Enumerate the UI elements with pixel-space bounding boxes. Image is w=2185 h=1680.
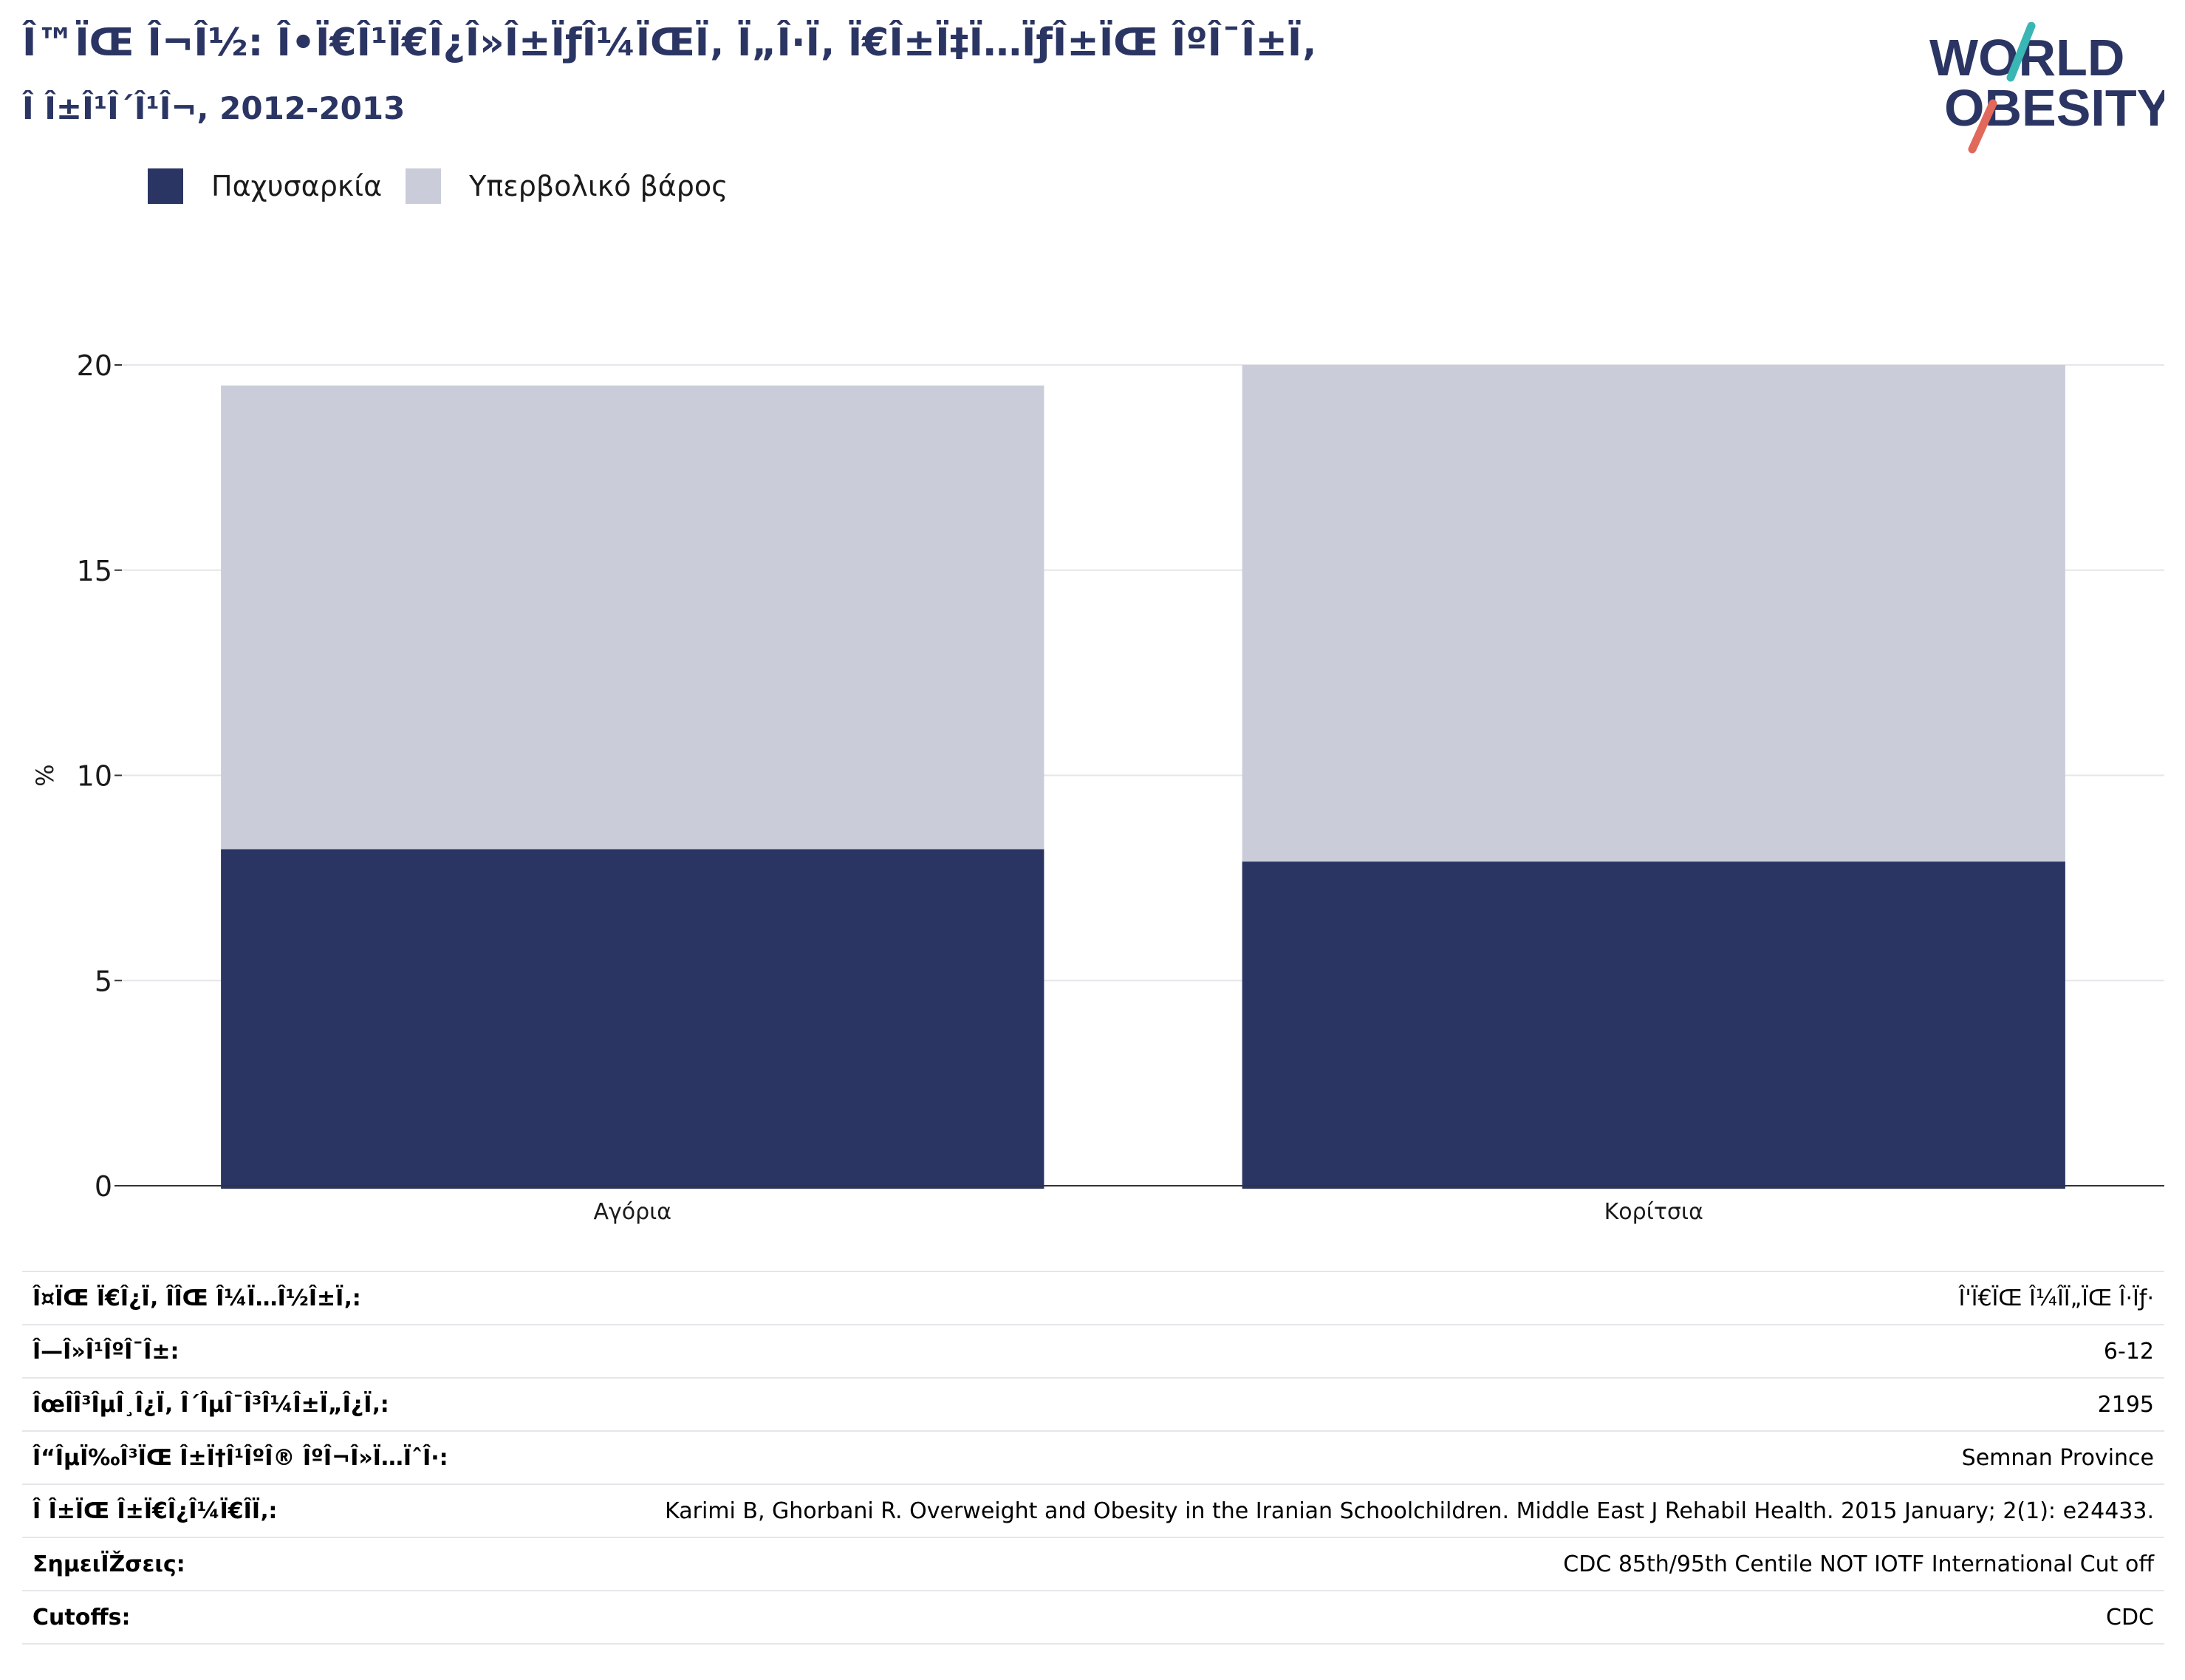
- y-tick-label: 10: [77, 760, 112, 793]
- info-value: 6-12: [502, 1324, 2164, 1378]
- info-value: 2195: [502, 1377, 2164, 1431]
- x-tick-label: Αγόρια: [593, 1199, 671, 1225]
- y-tick-label: 15: [77, 555, 112, 587]
- x-tick-label: Κορίτσια: [1604, 1199, 1703, 1225]
- info-value: Semnan Province: [502, 1430, 2164, 1484]
- info-row: ÎœÎ­Î³ÎµÎ¸Î¿Ï‚ Î´ÎµÎ¯Î³Î¼Î±Ï„Î¿Ï‚: 2195: [22, 1377, 2164, 1431]
- info-value: Î'Ï€ÏŒ Î¼ÎÏ„ÏŒ Î·Ïƒ·: [502, 1271, 2164, 1325]
- bar-obesity: [221, 849, 1044, 1189]
- world-obesity-logo: WORLD OBESITY: [1929, 22, 2164, 154]
- info-value: Karimi B, Ghorbani R. Overweight and Obe…: [502, 1483, 2164, 1537]
- info-label: Î“ÎµÏ‰Î³ÏŒ Î±Ï†Î¹ÎºÎ® ÎºÎ¬Î»Ï…ÏˆÎ·:: [22, 1430, 503, 1484]
- legend-item-overweight[interactable]: Υπερβολικό βάρος: [406, 168, 728, 204]
- legend-swatch-obesity: [148, 168, 183, 204]
- page-title: Î™ÏŒ Î¬Î½: Î•Ï€Î¹Ï€Î¿Î»Î±ÏƒÎ¼ÏŒÏ‚ Ï„Î·Ï‚…: [22, 21, 1317, 65]
- info-label: ÎœÎ­Î³ÎµÎ¸Î¿Ï‚ Î´ÎµÎ¯Î³Î¼Î±Ï„Î¿Ï‚:: [22, 1377, 503, 1431]
- info-row: Î“ÎµÏ‰Î³ÏŒ Î±Ï†Î¹ÎºÎ® ÎºÎ¬Î»Ï…ÏˆÎ·: Semna…: [22, 1430, 2164, 1484]
- info-label: Cutoffs:: [22, 1590, 503, 1645]
- bar-overweight: [221, 385, 1044, 850]
- info-label: Î¤ÏŒ Ï€Î¿Ï‚ ÎÎŒ Î¼Ï…Î½Î±Ï‚:: [22, 1271, 503, 1325]
- legend-item-obesity[interactable]: Παχυσαρκία: [148, 168, 382, 204]
- logo-slash-teal: [2006, 22, 2036, 82]
- bar-chart: 0 5 10 15 20% Αγόρια Κορίτσια: [31, 349, 2164, 1225]
- info-row: Î—Î»Î¹ÎºÎ¯Î±: 6-12: [22, 1324, 2164, 1378]
- bar-obesity: [1242, 861, 2065, 1189]
- legend-label-overweight: Υπερβολικό βάρος: [469, 170, 728, 202]
- y-tick-label: 5: [95, 965, 112, 997]
- legend-label-obesity: Παχυσαρκία: [211, 170, 383, 202]
- info-row: Cutoffs: CDC: [22, 1590, 2164, 1645]
- page-subtitle: Î Î±Î¹Î´Î¹Î¬, 2012-2013: [22, 90, 406, 126]
- info-row: Î¤ÏŒ Ï€Î¿Ï‚ ÎÎŒ Î¼Ï…Î½Î±Ï‚: Î'Ï€ÏŒ Î¼ÎÏ„Ï…: [22, 1271, 2164, 1325]
- bar-overweight: [1242, 365, 2065, 862]
- info-value: CDC: [502, 1590, 2164, 1645]
- info-row: Î Î±ÏŒ Î±Ï€Î¿Î¼Ï€ÎÏ‚: Karimi B, Ghorbani …: [22, 1483, 2164, 1537]
- logo-slash-red: [1968, 99, 1997, 154]
- info-value: CDC 85th/95th Centile NOT IOTF Internati…: [502, 1537, 2164, 1591]
- chart-legend: Παχυσαρκία Υπερβολικό βάρος: [148, 168, 751, 204]
- y-tick-label: 0: [95, 1170, 112, 1203]
- info-label: Î—Î»Î¹ÎºÎ¯Î±:: [22, 1324, 503, 1378]
- y-axis-label: %: [31, 764, 59, 786]
- y-tick-label: 20: [77, 349, 112, 382]
- info-label: Î Î±ÏŒ Î±Ï€Î¿Î¼Ï€ÎÏ‚:: [22, 1483, 503, 1537]
- info-label: ΣημειÏŽσεις:: [22, 1537, 503, 1591]
- legend-swatch-overweight: [406, 168, 442, 204]
- info-row: ΣημειÏŽσεις: CDC 85th/95th Centile NOT IO…: [22, 1537, 2164, 1591]
- info-table: Î¤ÏŒ Ï€Î¿Ï‚ ÎÎŒ Î¼Ï…Î½Î±Ï‚: Î'Ï€ÏŒ Î¼ÎÏ„Ï…: [22, 1271, 2164, 1645]
